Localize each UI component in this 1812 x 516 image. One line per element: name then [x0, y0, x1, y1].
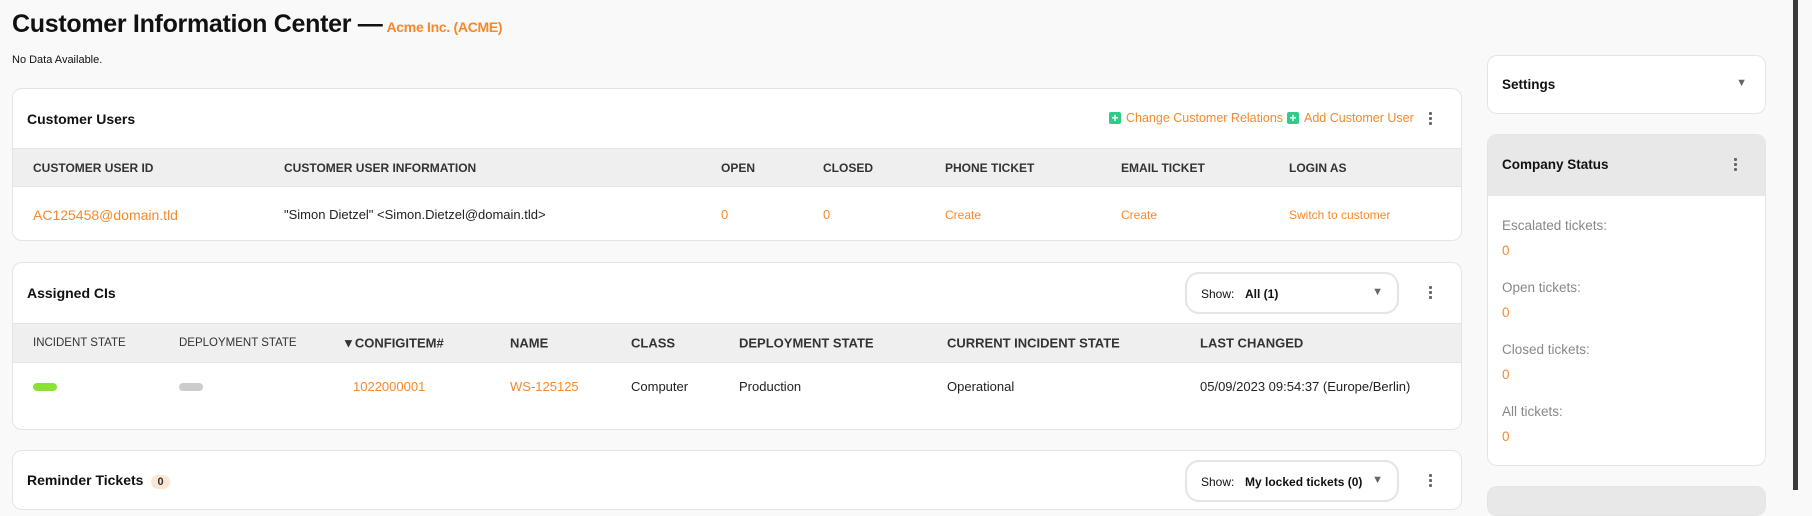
- ci-deployment-state: Production: [739, 379, 802, 394]
- more-menu-icon[interactable]: [1429, 474, 1433, 489]
- plus-icon: +: [1287, 112, 1299, 124]
- column-header[interactable]: OPEN: [721, 160, 756, 175]
- ci-last-changed: 05/09/2023 09:54:37 (Europe/Berlin): [1200, 379, 1411, 394]
- scrollbar[interactable]: [1793, 0, 1798, 490]
- count-badge: 0: [151, 475, 170, 489]
- add-customer-user-button[interactable]: + Add Customer User: [1287, 111, 1414, 125]
- more-menu-icon[interactable]: [1429, 286, 1433, 301]
- status-value[interactable]: 0: [1502, 367, 1510, 382]
- column-header[interactable]: INCIDENT STATE: [33, 337, 126, 349]
- column-header[interactable]: CUSTOMER USER ID: [33, 160, 154, 175]
- configitem-link[interactable]: 1022000001: [353, 379, 426, 394]
- more-menu-icon[interactable]: [1734, 158, 1738, 173]
- status-label: Escalated tickets:: [1502, 218, 1608, 233]
- column-header[interactable]: CLASS: [631, 335, 676, 351]
- chevron-down-icon: ▼: [1372, 474, 1383, 486]
- table-header: CUSTOMER USER ID CUSTOMER USER INFORMATI…: [13, 148, 1461, 187]
- status-value[interactable]: 0: [1502, 429, 1510, 444]
- more-menu-icon[interactable]: [1429, 112, 1433, 127]
- open-count-link[interactable]: 0: [721, 207, 729, 222]
- ci-name-link[interactable]: WS-125125: [510, 379, 579, 394]
- column-header[interactable]: PHONE TICKET: [945, 160, 1035, 175]
- column-header[interactable]: CUSTOMER USER INFORMATION: [284, 160, 477, 175]
- company-status-card: Company Status Escalated tickets: 0 Open…: [1487, 134, 1766, 466]
- card-title: Customer Users: [27, 111, 136, 127]
- card-title: Assigned CIs: [27, 285, 116, 301]
- column-header[interactable]: NAME: [510, 335, 549, 351]
- card-title: Company Status: [1502, 157, 1609, 172]
- table-header: INCIDENT STATE DEPLOYMENT STATE ▼CONFIGI…: [13, 323, 1461, 363]
- chevron-down-icon: ▼: [1372, 286, 1383, 298]
- page-title: Customer Information Center — Acme Inc. (…: [12, 10, 503, 38]
- sidebar-card: [1487, 486, 1766, 516]
- card-header: [1488, 135, 1765, 196]
- card-title: Settings: [1502, 77, 1556, 92]
- reminder-tickets-card: Reminder Tickets 0 Show: My locked ticket…: [12, 450, 1462, 510]
- column-header[interactable]: LAST CHANGED: [1200, 335, 1304, 351]
- deployment-state-indicator: [179, 383, 203, 391]
- customer-user-id-link[interactable]: AC125458@domain.tld: [33, 207, 178, 223]
- status-label: Closed tickets:: [1502, 342, 1590, 357]
- ci-class: Computer: [631, 379, 689, 394]
- assigned-cis-card: Assigned CIs Show: All (1) ▼ INCIDENT ST…: [12, 262, 1462, 430]
- incident-state-indicator: [33, 383, 57, 391]
- column-header[interactable]: ▼CONFIGITEM#: [342, 335, 444, 351]
- column-header[interactable]: LOGIN AS: [1289, 160, 1347, 175]
- switch-to-customer-link[interactable]: Switch to customer: [1289, 208, 1391, 222]
- status-value[interactable]: 0: [1502, 243, 1510, 258]
- plus-icon: +: [1109, 112, 1121, 124]
- change-customer-relations-button[interactable]: + Change Customer Relations: [1109, 111, 1283, 125]
- status-value[interactable]: 0: [1502, 305, 1510, 320]
- column-header[interactable]: EMAIL TICKET: [1121, 160, 1205, 175]
- show-filter-select[interactable]: Show: My locked tickets (0) ▼: [1185, 460, 1399, 502]
- column-header[interactable]: DEPLOYMENT STATE: [739, 335, 874, 351]
- phone-ticket-link[interactable]: Create: [945, 208, 982, 222]
- ci-incident-state: Operational: [947, 379, 1015, 394]
- show-filter-select[interactable]: Show: All (1) ▼: [1185, 272, 1399, 314]
- column-header[interactable]: DEPLOYMENT STATE: [179, 337, 297, 349]
- settings-card[interactable]: Settings ▼: [1487, 55, 1766, 114]
- card-title: Reminder Tickets 0: [27, 472, 170, 489]
- chevron-down-icon[interactable]: ▼: [1736, 77, 1747, 89]
- email-ticket-link[interactable]: Create: [1121, 208, 1158, 222]
- column-header[interactable]: CLOSED: [823, 160, 874, 175]
- company-name: Acme Inc. (ACME): [386, 19, 503, 35]
- status-label: Open tickets:: [1502, 280, 1581, 295]
- customer-user-info: "Simon Dietzel" <Simon.Dietzel@domain.tl…: [284, 207, 546, 222]
- closed-count-link[interactable]: 0: [823, 207, 831, 222]
- status-label: All tickets:: [1502, 404, 1563, 419]
- column-header[interactable]: CURRENT INCIDENT STATE: [947, 335, 1120, 351]
- customer-users-card: Customer Users + Change Customer Relation…: [12, 88, 1462, 241]
- no-data-notice: No Data Available.: [12, 54, 103, 66]
